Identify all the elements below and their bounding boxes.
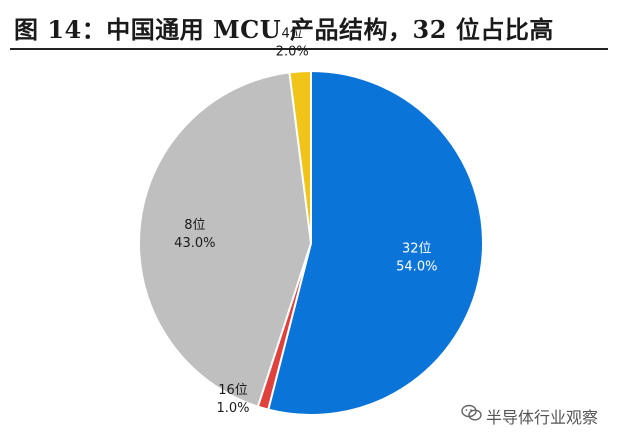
slice-category-label: 16位 [218,383,248,398]
watermark-text: 半导体行业观察 [486,408,599,427]
pie-slice-32位 [267,69,485,416]
slice-percent-label: 1.0% [216,401,249,416]
slice-category-label: 4位 [282,26,303,41]
wechat-icon [461,404,482,421]
pie-slice-8位 [137,71,313,408]
figure-title: 图 14：中国通用 MCU 产品结构，32 位占比高 [14,15,554,44]
slice-percent-label: 43.0% [174,236,215,251]
slice-category-label: 32位 [402,241,432,256]
slice-percent-label: 54.0% [396,259,437,274]
slice-percent-label: 2.0% [276,44,309,59]
pie-labels: 32位 54.0% 16位 1.0% 8位 43.0% 4位 2.0% [174,26,437,416]
title-divider [10,48,608,50]
pie-slices [137,69,485,416]
slice-category-label: 8位 [184,218,205,233]
pie-slice-4位 [288,69,312,244]
